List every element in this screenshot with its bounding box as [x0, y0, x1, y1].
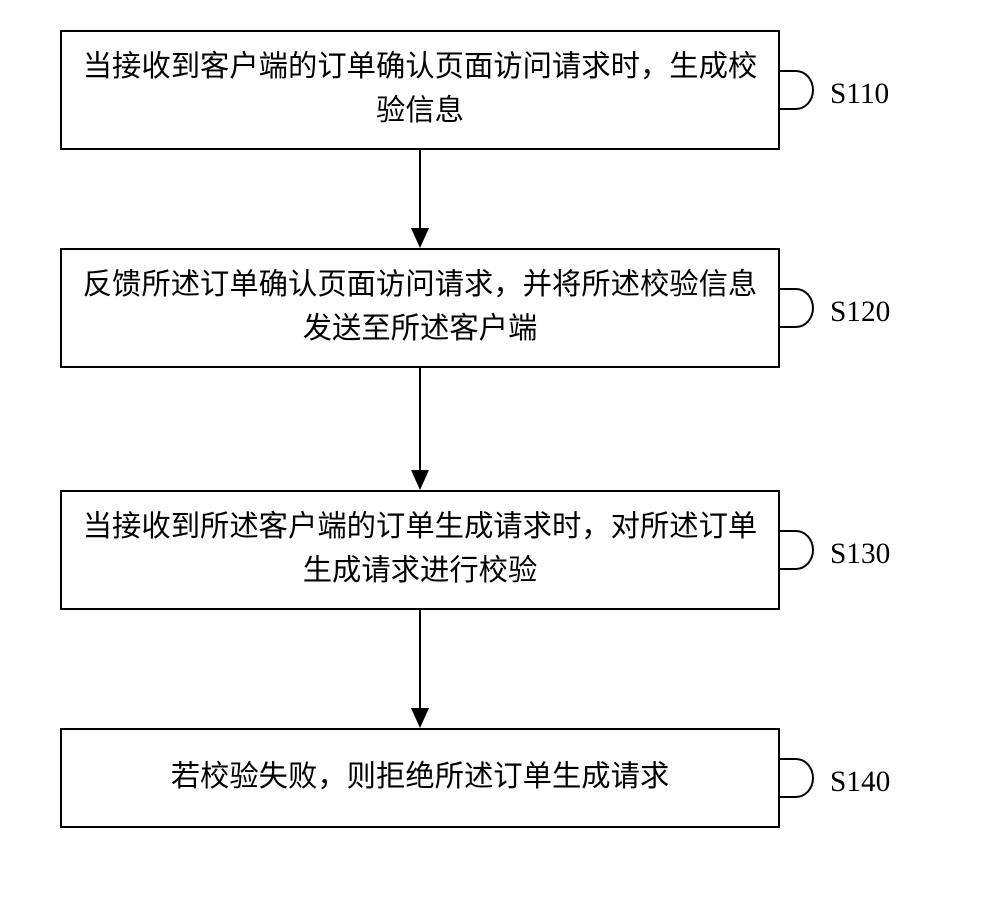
- flow-label-s110: S110: [830, 78, 889, 111]
- flow-node-s120: 反馈所述订单确认页面访问请求，并将所述校验信息发送至所述客户端: [60, 248, 780, 368]
- flow-label-s130: S130: [830, 538, 890, 571]
- flow-node-text: 当接收到所述客户端的订单生成请求时，对所述订单生成请求进行校验: [82, 506, 758, 594]
- flow-label-s120: S120: [830, 296, 890, 329]
- label-connector-s110: [778, 70, 814, 110]
- flow-node-s110: 当接收到客户端的订单确认页面访问请求时，生成校验信息: [60, 30, 780, 150]
- label-connector-s120: [778, 288, 814, 328]
- flow-node-s130: 当接收到所述客户端的订单生成请求时，对所述订单生成请求进行校验: [60, 490, 780, 610]
- flow-node-text: 当接收到客户端的订单确认页面访问请求时，生成校验信息: [82, 46, 758, 134]
- flowchart-stage: 当接收到客户端的订单确认页面访问请求时，生成校验信息 S110 反馈所述订单确认…: [0, 0, 1000, 915]
- flow-node-text: 若校验失败，则拒绝所述订单生成请求: [171, 756, 670, 800]
- flow-label-s140: S140: [830, 766, 890, 799]
- label-connector-s140: [778, 758, 814, 798]
- flow-node-s140: 若校验失败，则拒绝所述订单生成请求: [60, 728, 780, 828]
- flow-node-text: 反馈所述订单确认页面访问请求，并将所述校验信息发送至所述客户端: [82, 264, 758, 352]
- label-connector-s130: [778, 530, 814, 570]
